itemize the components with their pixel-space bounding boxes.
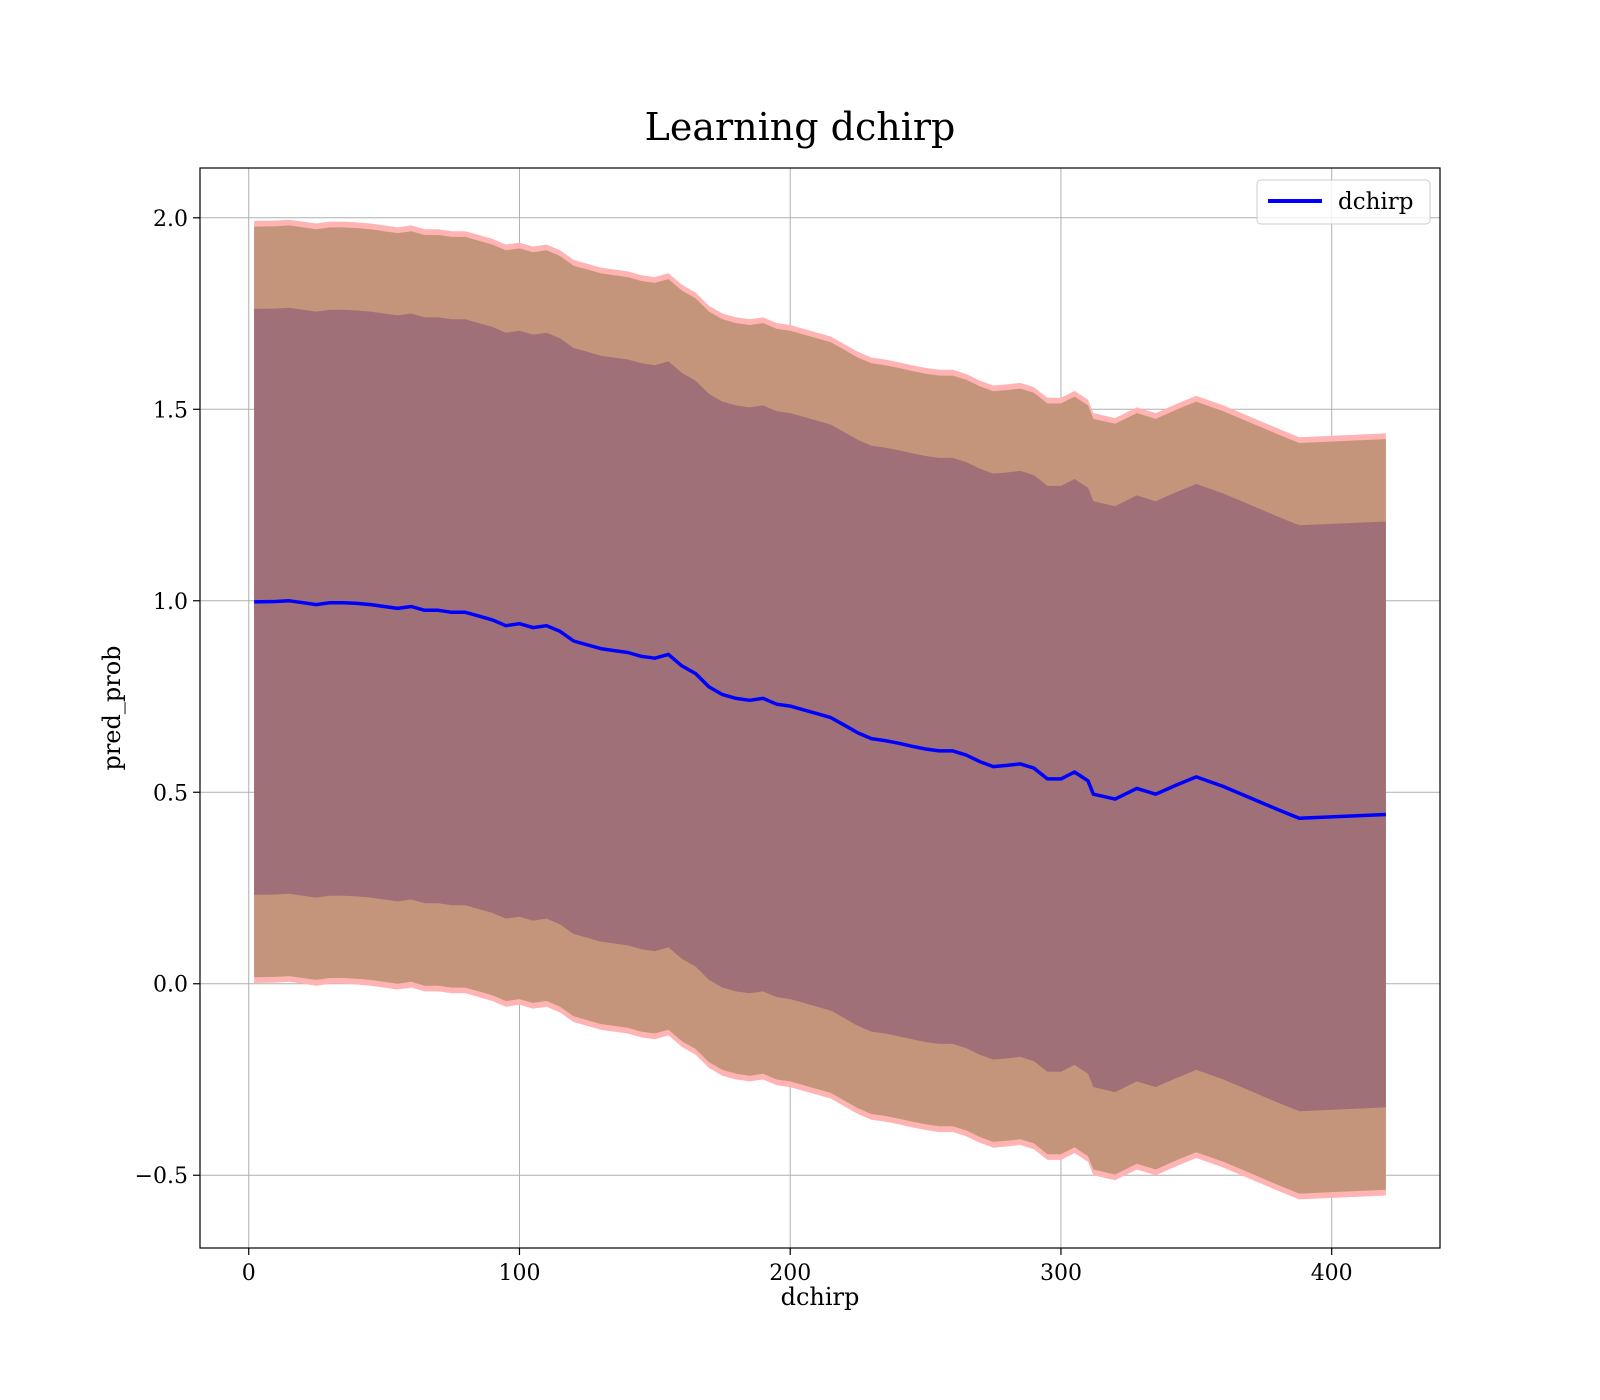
chart-title: Learning dchirp bbox=[645, 105, 956, 149]
y-axis-label: pred_prob bbox=[98, 645, 126, 770]
x-tick-label: 300 bbox=[1040, 1261, 1082, 1286]
y-tick-label: 2.0 bbox=[153, 207, 188, 232]
confidence-bands bbox=[254, 219, 1386, 1200]
y-tick-label: −0.5 bbox=[135, 1164, 188, 1189]
series-line-dchirp bbox=[254, 599, 1386, 821]
plot-frame bbox=[199, 167, 1441, 1249]
legend-box bbox=[1256, 179, 1431, 225]
legend-label: dchirp bbox=[1338, 189, 1414, 215]
x-tick-label: 0 bbox=[242, 1261, 256, 1286]
y-tick-label: 1.0 bbox=[153, 590, 188, 615]
series-group bbox=[254, 599, 1386, 821]
y-tick-label: 0.0 bbox=[153, 973, 188, 998]
y-tick-label: 0.5 bbox=[153, 781, 188, 806]
x-tick-label: 100 bbox=[498, 1261, 540, 1286]
x-ticks: 0 100 200 300 400 bbox=[242, 1248, 1353, 1286]
y-tick-label: 1.5 bbox=[153, 398, 188, 423]
legend: dchirp bbox=[1256, 179, 1431, 225]
x-tick-label: 200 bbox=[769, 1261, 811, 1286]
x-tick-label: 400 bbox=[1311, 1261, 1353, 1286]
x-axis-label: dchirp bbox=[781, 1283, 860, 1311]
band-inner bbox=[254, 307, 1386, 1112]
y-ticks: −0.5 0.0 0.5 1.0 1.5 2.0 bbox=[135, 207, 200, 1189]
